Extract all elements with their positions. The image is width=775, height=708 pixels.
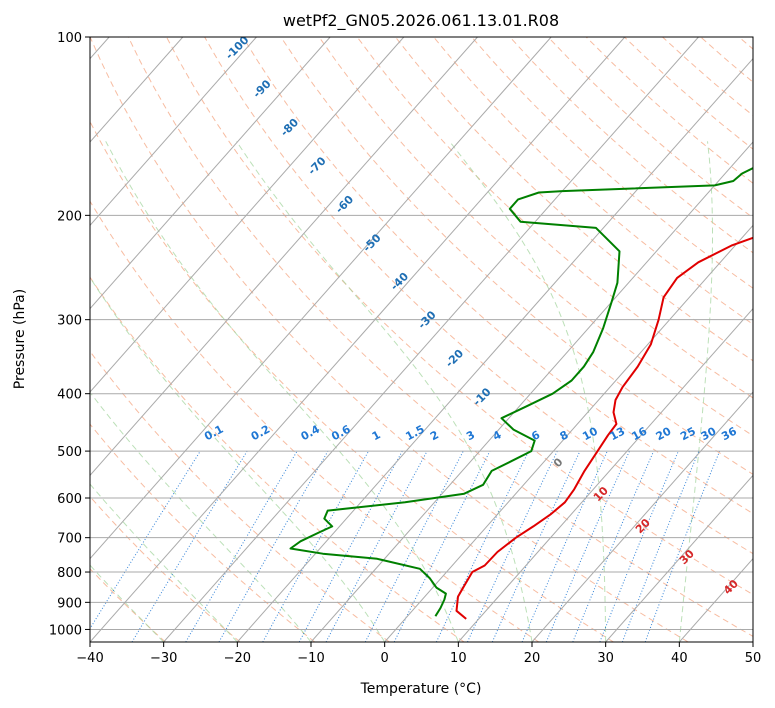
mixing-ratio-label: 25 [678, 425, 698, 444]
x-tick-label: 30 [597, 651, 614, 666]
x-tick-label: −40 [76, 651, 103, 666]
y-tick-label: 600 [57, 492, 82, 507]
x-axis: −40 −30 −20 −10 0 10 20 30 40 50 [76, 642, 761, 666]
isotherm-line [310, 141, 753, 642]
isotherm-line [90, 37, 257, 227]
mixing-ratio-line [90, 450, 201, 630]
isotherm-line [752, 641, 753, 642]
mixing-ratio-label: 20 [654, 424, 674, 443]
y-axis: 100 200 300 400 500 600 700 800 900 1000 [49, 31, 90, 638]
y-tick-label: 900 [57, 596, 82, 611]
chart-title: wetPf2_GN05.2026.061.13.01.R08 [283, 11, 559, 31]
dry-adiabat-line [90, 37, 689, 642]
sounding-line [289, 167, 753, 617]
isotherm-line [90, 37, 184, 143]
mixing-ratio-line [262, 450, 370, 642]
mixing-ratio-line [545, 450, 630, 642]
isotherm-line [90, 37, 331, 310]
isotherm-line [457, 307, 753, 642]
dry-adiabat-line [471, 37, 753, 289]
x-axis-title: Temperature (°C) [360, 681, 482, 697]
sounding-line [455, 236, 753, 620]
dry-adiabat-line [433, 37, 753, 325]
x-tick-label: −20 [224, 651, 251, 666]
dry-adiabat-line [242, 37, 753, 515]
y-tick-label: 200 [57, 209, 82, 224]
dry-adiabat-line [127, 37, 753, 637]
x-tick-label: −30 [150, 651, 177, 666]
dry-adiabat-line [90, 423, 316, 642]
mixing-ratio-label: 10 [580, 424, 600, 443]
mixing-ratio-line [393, 450, 491, 642]
mixing-ratio-label: 13 [608, 425, 628, 444]
mixing-ratio-line [364, 450, 464, 642]
y-tick-label: 500 [57, 445, 82, 460]
isotherm-line [90, 37, 478, 477]
x-tick-label: 50 [745, 651, 762, 666]
y-tick-label: 1000 [49, 623, 82, 638]
dry-adiabat-line [280, 37, 753, 475]
mixing-ratio-line [491, 450, 581, 642]
isotherm-line [90, 37, 552, 560]
mixing-ratio-line [185, 450, 298, 642]
x-tick-label: 0 [381, 651, 389, 666]
dry-adiabat-line [90, 495, 241, 642]
y-tick-label: 800 [57, 566, 82, 581]
isotherm-line [90, 37, 626, 642]
mixing-ratio-line [467, 450, 558, 642]
mixing-ratio-line [572, 450, 655, 642]
isotherm-line [605, 474, 753, 642]
plot-frame [89, 36, 754, 643]
isotherm-line [531, 391, 753, 642]
x-tick-label: 40 [671, 651, 688, 666]
y-axis-title: Pressure (hPa) [12, 289, 28, 389]
dry-adiabat-line [90, 568, 166, 642]
dry-adiabat-line [166, 37, 753, 596]
mixing-ratio-label: 16 [630, 424, 650, 443]
x-tick-label: 20 [524, 651, 541, 666]
x-tick-label: −10 [297, 651, 324, 666]
mixing-ratio-line [131, 450, 248, 642]
isotherm-line [90, 37, 405, 393]
y-tick-label: 100 [57, 31, 82, 46]
isotherm-line [236, 57, 753, 642]
y-tick-label: 700 [57, 532, 82, 547]
y-tick-label: 400 [57, 388, 82, 403]
y-tick-label: 300 [57, 314, 82, 329]
isotherm-line [163, 37, 699, 642]
mixing-ratio-label: 36 [719, 424, 739, 443]
sounding-curves [289, 167, 753, 620]
dry-adiabat-line [90, 200, 540, 642]
x-tick-label: 10 [450, 651, 467, 666]
mixing-ratio-label: 30 [699, 424, 719, 443]
grid-lines [90, 37, 753, 642]
mixing-ratio-line [599, 450, 679, 642]
dry-adiabat-line [204, 37, 753, 555]
plot-background [90, 37, 753, 642]
